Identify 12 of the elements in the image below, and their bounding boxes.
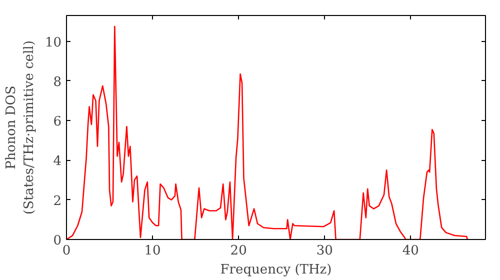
y-tick-label: 6 bbox=[53, 114, 62, 130]
x-tick-label: 40 bbox=[402, 244, 419, 258]
y-tick-label: 2 bbox=[53, 194, 62, 209]
x-tick-label: 20 bbox=[230, 244, 247, 258]
y-axis-title: Phonon DOS (States/THz·primitive cell) bbox=[4, 40, 37, 214]
y-tick-label: 8 bbox=[53, 74, 62, 90]
x-tick-label: 30 bbox=[316, 244, 333, 258]
y-tick-label: 4 bbox=[53, 154, 62, 170]
x-axis-title: Frequency (THz) bbox=[220, 262, 332, 278]
y-tick-label: 0 bbox=[53, 234, 62, 248]
x-tick-label: 10 bbox=[144, 244, 161, 258]
y-tick-label: 10 bbox=[44, 35, 62, 50]
